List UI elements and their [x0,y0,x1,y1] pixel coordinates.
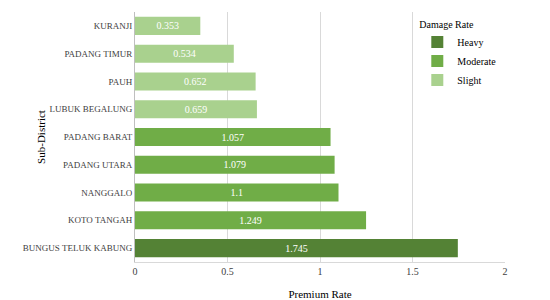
svg-text:1: 1 [318,266,323,277]
svg-text:PADANG UTARA: PADANG UTARA [63,160,133,170]
svg-text:1.1: 1.1 [231,187,244,198]
svg-text:1.745: 1.745 [285,243,308,254]
svg-text:1.057: 1.057 [222,132,245,143]
svg-text:0.5: 0.5 [221,266,234,277]
svg-text:0: 0 [133,266,138,277]
svg-text:PADANG BARAT: PADANG BARAT [64,132,133,142]
svg-text:NANGGALO: NANGGALO [81,188,132,198]
svg-text:KOTO TANGAH: KOTO TANGAH [68,215,133,225]
svg-text:1.079: 1.079 [224,159,247,170]
svg-text:LUBUK BEGALUNG: LUBUK BEGALUNG [49,104,132,114]
svg-text:0.534: 0.534 [173,48,196,59]
svg-text:1.249: 1.249 [239,215,262,226]
svg-text:PADANG TIMUR: PADANG TIMUR [64,49,132,59]
svg-text:Heavy: Heavy [457,37,483,48]
svg-text:Moderate: Moderate [457,56,496,67]
svg-text:BUNGUS TELUK KABUNG: BUNGUS TELUK KABUNG [23,243,133,253]
svg-text:0.353: 0.353 [156,20,179,31]
svg-text:Slight: Slight [457,75,481,86]
svg-text:KURANJI: KURANJI [94,21,133,31]
svg-text:0.659: 0.659 [185,104,208,115]
svg-text:1.5: 1.5 [406,266,419,277]
svg-text:2: 2 [503,266,508,277]
svg-text:Premium Rate: Premium Rate [288,288,351,300]
svg-text:PAUH: PAUH [109,77,133,87]
svg-text:Damage Rate: Damage Rate [419,19,474,30]
svg-text:Sub-District: Sub-District [35,110,47,164]
svg-text:0.652: 0.652 [184,76,207,87]
